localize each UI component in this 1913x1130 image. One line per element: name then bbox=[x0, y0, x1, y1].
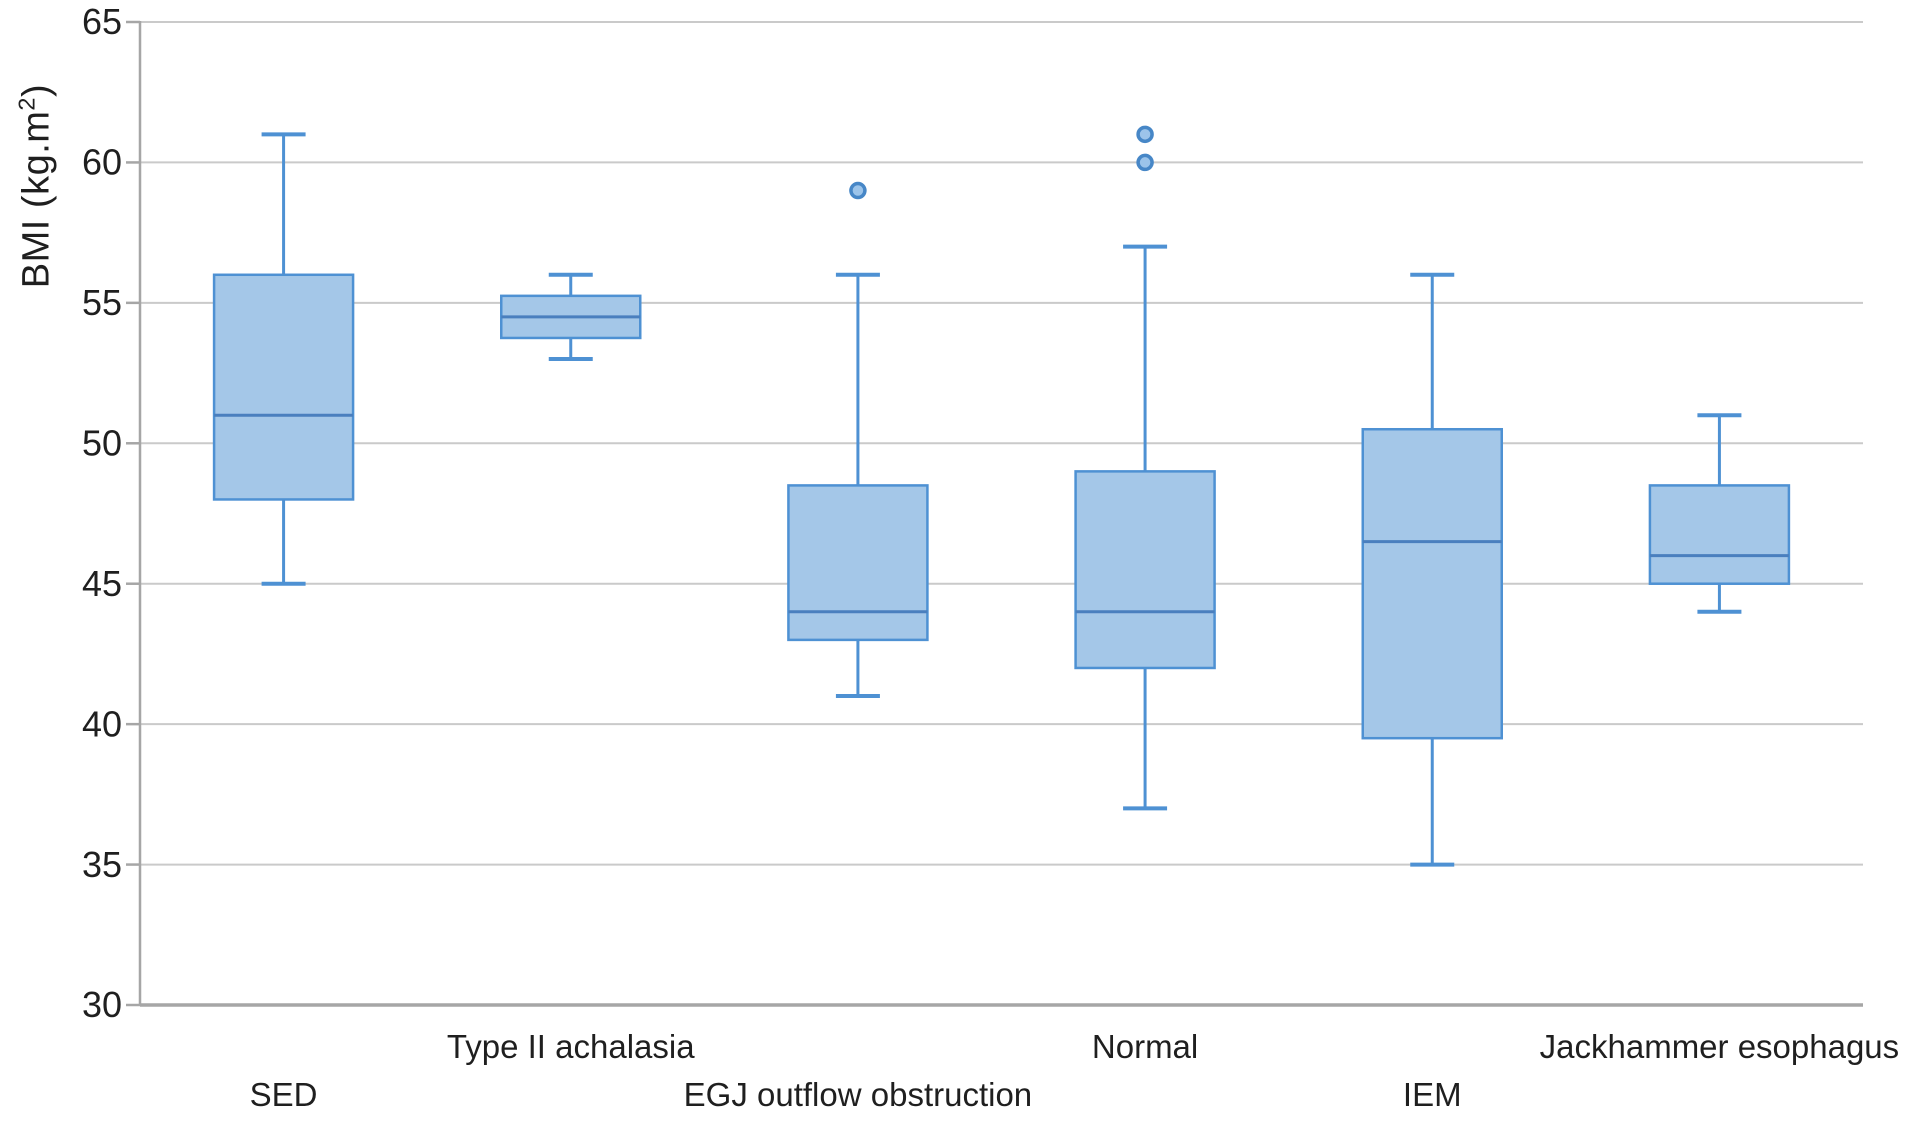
outlier-point bbox=[1136, 125, 1154, 144]
iqr-box bbox=[1648, 484, 1791, 585]
iqr-box bbox=[212, 273, 355, 501]
y-axis-title-suffix: ) bbox=[15, 83, 58, 97]
y-tick-label: 45 bbox=[82, 563, 122, 604]
y-axis-title: BMI (kg.m2) bbox=[14, 84, 59, 288]
y-tick-label: 40 bbox=[82, 703, 122, 744]
iqr-box bbox=[787, 484, 929, 642]
category-label: EGJ outflow obstruction bbox=[684, 1076, 1033, 1113]
y-axis-title-text: BMI (kg.m bbox=[15, 110, 58, 289]
category-label: Jackhammer esophagus bbox=[1540, 1028, 1900, 1065]
y-tick-label: 65 bbox=[82, 1, 122, 42]
y-tick-label: 60 bbox=[82, 142, 122, 183]
category-label: IEM bbox=[1403, 1076, 1462, 1113]
outlier-point bbox=[1136, 153, 1154, 172]
y-tick-label: 30 bbox=[82, 984, 122, 1025]
category-label: SED bbox=[250, 1076, 318, 1113]
y-tick-label: 35 bbox=[82, 844, 122, 885]
y-axis-title-superscript: 2 bbox=[13, 96, 40, 111]
category-label: Type II achalasia bbox=[447, 1028, 695, 1065]
y-tick-label: 55 bbox=[82, 282, 122, 323]
y-tick-label: 50 bbox=[82, 423, 122, 464]
outlier-point bbox=[849, 181, 867, 200]
iqr-box bbox=[1361, 427, 1503, 740]
category-label: Normal bbox=[1092, 1028, 1198, 1065]
iqr-box bbox=[1074, 470, 1216, 670]
